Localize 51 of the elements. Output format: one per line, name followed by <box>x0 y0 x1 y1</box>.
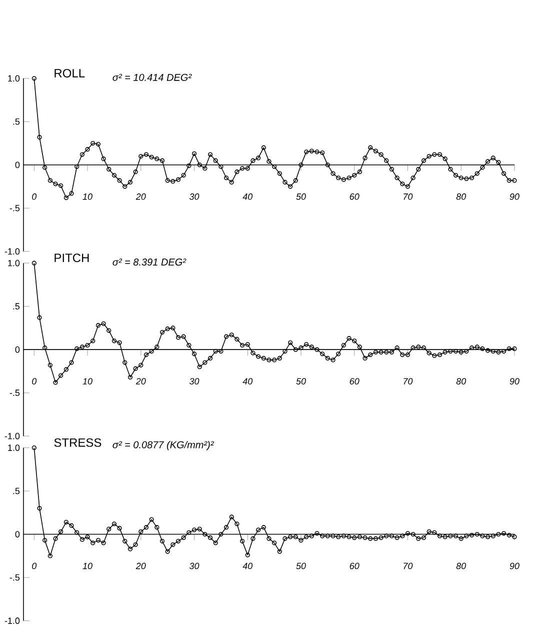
y-tick-label: -1.0 <box>4 248 20 255</box>
chart-title: STRESS <box>54 438 102 447</box>
chart-title: PITCH <box>54 254 89 262</box>
y-tick-label: -.5 <box>10 390 20 396</box>
chart-subtitle: σ² = 10.414 DEG² <box>112 74 192 81</box>
x-tick-label: 40 <box>242 378 253 384</box>
y-tick-label: -.5 <box>10 205 20 212</box>
x-tick-label: 40 <box>242 193 253 200</box>
y-tick-label: 0 <box>15 346 20 353</box>
x-tick-label: 30 <box>189 193 200 200</box>
x-tick-label: 80 <box>456 378 466 384</box>
x-tick-label: 50 <box>296 193 306 200</box>
x-tick-label: 0 <box>32 193 37 200</box>
y-tick-label: -1.0 <box>4 618 20 624</box>
x-tick-label: 0 <box>32 378 37 384</box>
chart-title: ROLL <box>54 68 85 78</box>
x-tick-label: 70 <box>404 562 413 570</box>
x-tick-label: 20 <box>136 378 146 384</box>
x-tick-label: 60 <box>350 562 360 570</box>
x-tick-label: 20 <box>136 562 146 570</box>
y-tick-label: 1.0 <box>8 75 20 82</box>
x-tick-label: 50 <box>296 562 306 570</box>
x-tick-label: 10 <box>82 378 92 384</box>
y-tick-label: -1.0 <box>4 432 20 440</box>
x-tick-label: 30 <box>189 562 200 570</box>
x-tick-label: 90 <box>510 562 520 570</box>
x-tick-label: 40 <box>242 562 253 570</box>
x-tick-label: 70 <box>404 193 413 200</box>
y-tick-label: 0 <box>15 531 20 538</box>
x-tick-label: 10 <box>82 193 92 200</box>
x-tick-label: 80 <box>456 193 466 200</box>
x-tick-label: 20 <box>136 193 146 200</box>
x-tick-label: 90 <box>510 378 520 384</box>
y-tick-label: .5 <box>13 118 20 125</box>
x-tick-label: 60 <box>350 378 360 384</box>
y-tick-label: 1.0 <box>8 260 20 266</box>
x-tick-label: 10 <box>82 562 92 570</box>
x-tick-label: 90 <box>510 193 520 200</box>
chart-subtitle: σ² = 8.391 DEG² <box>112 258 186 266</box>
chart-subtitle: σ² = 0.0877 (KG/mm²)² <box>112 440 214 450</box>
x-tick-label: 50 <box>296 378 306 384</box>
x-tick-label: 0 <box>32 562 37 570</box>
y-tick-label: .5 <box>13 303 20 310</box>
x-tick-label: 70 <box>404 378 413 384</box>
y-tick-label: .5 <box>13 488 20 494</box>
x-tick-label: 30 <box>189 378 200 384</box>
y-tick-label: -.5 <box>10 574 20 581</box>
x-tick-label: 60 <box>350 193 360 200</box>
y-tick-label: 1.0 <box>8 444 20 451</box>
y-tick-label: 0 <box>15 162 20 168</box>
x-tick-label: 80 <box>456 562 466 570</box>
